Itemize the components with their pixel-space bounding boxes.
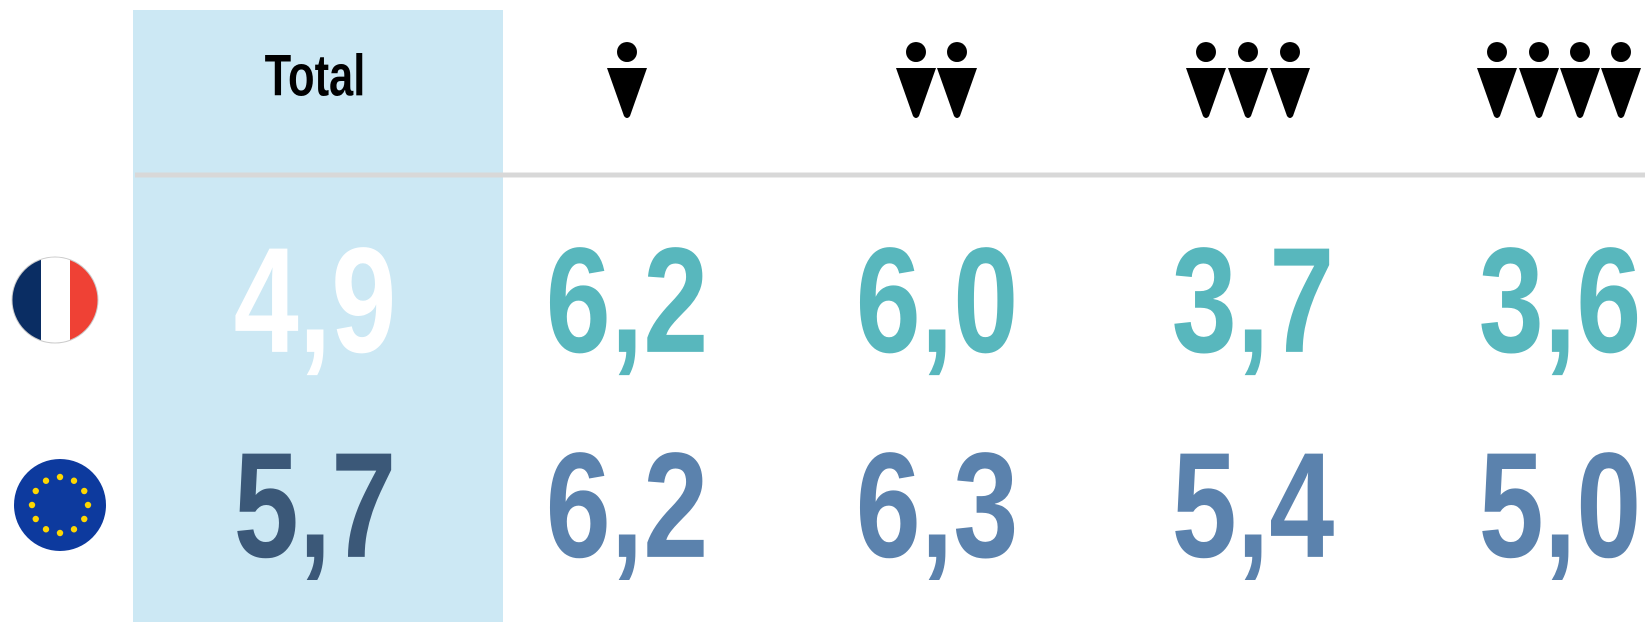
value-cell: 5,0 <box>1479 421 1642 589</box>
value-cell: 6,3 <box>856 421 1019 589</box>
eu-star <box>32 487 39 495</box>
eu-star <box>56 529 64 537</box>
france-flag <box>11 256 99 344</box>
eu-star <box>81 515 88 523</box>
one-person-icon <box>607 42 647 118</box>
value-cell: 6,2 <box>546 421 709 589</box>
value-cell: 5,4 <box>1172 421 1335 589</box>
value-cell: 6,0 <box>856 216 1019 384</box>
eu-star <box>81 487 88 495</box>
eu-star <box>70 477 78 484</box>
total-column <box>133 10 503 622</box>
eu-star <box>32 515 39 523</box>
eu-flag <box>14 459 106 551</box>
value-cell: 4,9 <box>234 216 397 384</box>
total-header: Total <box>265 43 366 107</box>
value-cell: 6,2 <box>546 216 709 384</box>
three-person-icon <box>1186 42 1310 118</box>
eu-star <box>84 501 92 509</box>
two-person-icon <box>896 42 977 118</box>
eu-star <box>70 526 78 533</box>
value-cell: 3,6 <box>1479 216 1642 384</box>
eu-star <box>56 473 64 481</box>
value-cell: 3,7 <box>1172 216 1335 384</box>
eu-star <box>42 477 50 484</box>
value-cell: 5,7 <box>234 421 397 589</box>
four-person-icon <box>1477 42 1641 118</box>
eu-star <box>42 526 50 533</box>
eu-star <box>28 501 36 509</box>
